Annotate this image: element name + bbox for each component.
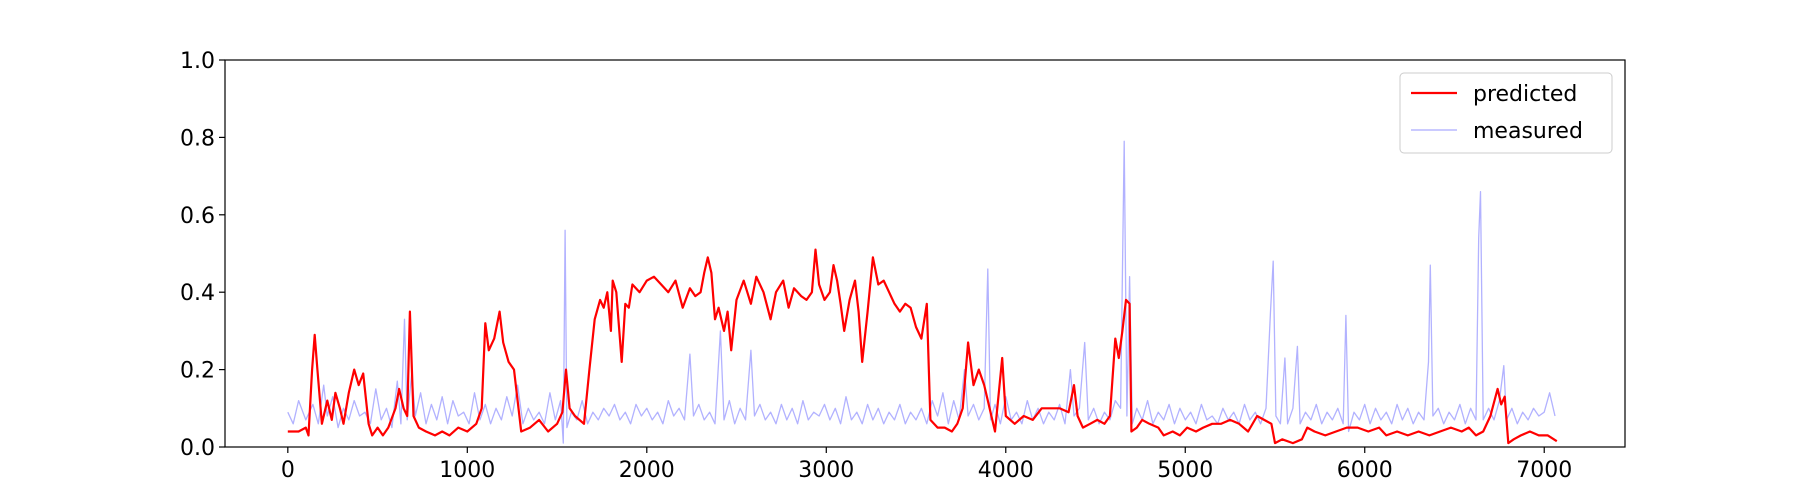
- legend-label-measured: measured: [1473, 119, 1583, 144]
- x-tick-label: 1000: [439, 458, 495, 483]
- legend: predicted measured: [1399, 72, 1613, 154]
- y-tick-label: 1.0: [180, 49, 215, 74]
- x-tick-label: 5000: [1157, 458, 1213, 483]
- x-tick-label: 7000: [1516, 458, 1572, 483]
- y-tick-label: 0.6: [180, 204, 215, 229]
- x-axis: 0 1000 2000 3000 4000 5000 6000 7000: [281, 447, 1572, 483]
- y-axis: 0.0 0.2 0.4 0.6 0.8 1.0: [180, 49, 225, 461]
- y-tick-label: 0.4: [180, 281, 215, 306]
- legend-label-predicted: predicted: [1473, 82, 1577, 107]
- x-tick-label: 2000: [619, 458, 675, 483]
- x-tick-label: 4000: [978, 458, 1034, 483]
- series-line-predicted: [287, 248, 1558, 445]
- y-tick-label: 0.2: [180, 359, 215, 384]
- plot-area: [287, 140, 1558, 445]
- series-line-measured: [287, 140, 1556, 444]
- y-tick-label: 0.8: [180, 126, 215, 151]
- x-tick-label: 6000: [1337, 458, 1393, 483]
- y-tick-label: 0.0: [180, 436, 215, 461]
- plot-frame: [224, 59, 1626, 448]
- x-tick-label: 3000: [798, 458, 854, 483]
- x-tick-label: 0: [281, 458, 295, 483]
